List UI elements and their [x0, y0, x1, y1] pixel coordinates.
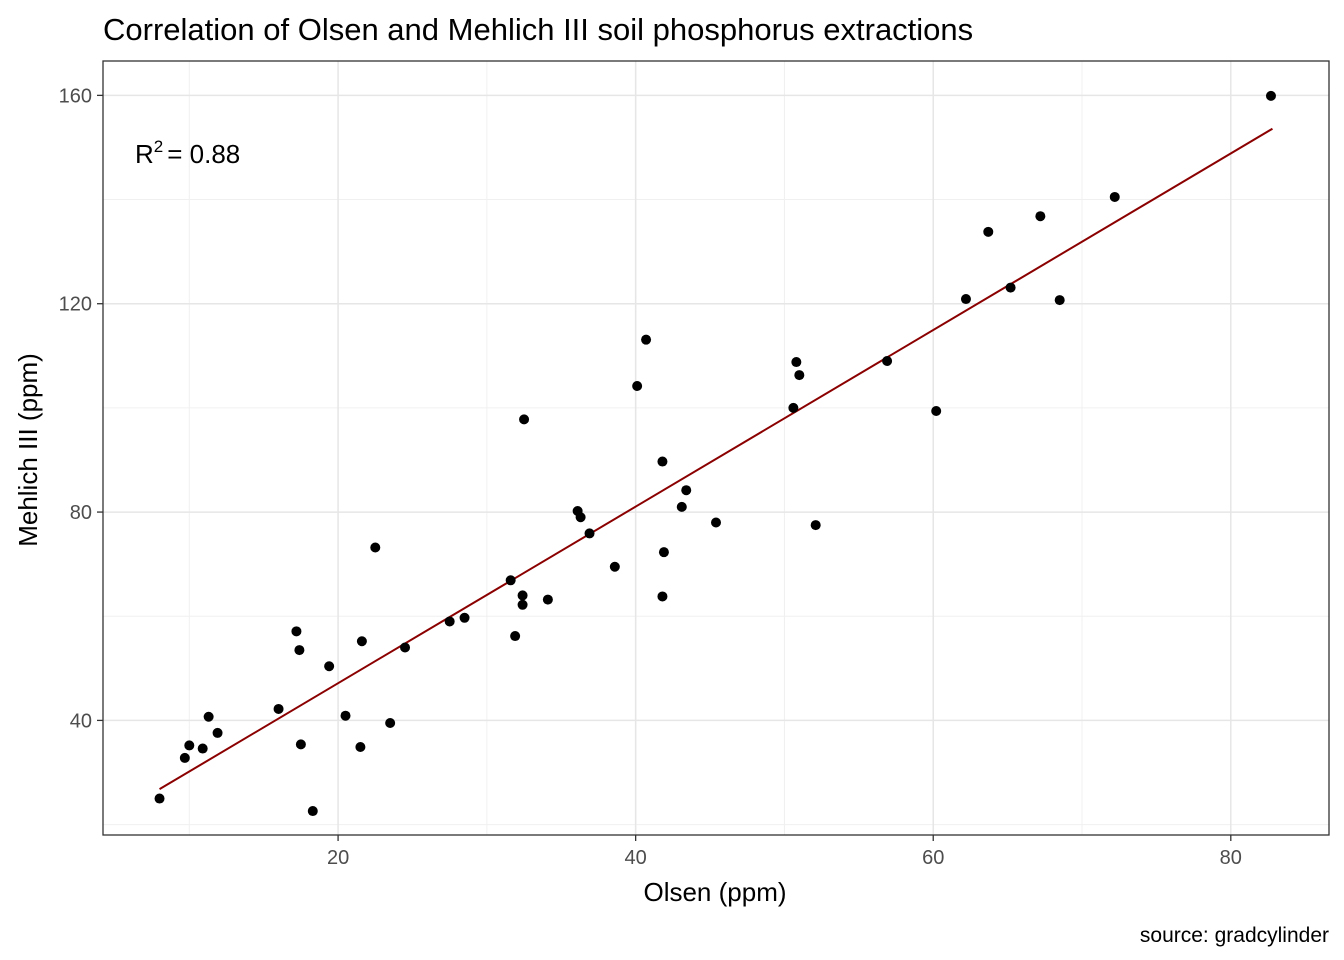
data-point: [517, 599, 528, 610]
data-point: [711, 517, 721, 528]
data-point: [960, 294, 971, 305]
data-point: [519, 414, 530, 425]
data-point: [1265, 90, 1276, 101]
data-point: [459, 612, 470, 623]
r-squared-superscript: 2: [154, 137, 163, 156]
data-point: [657, 591, 668, 602]
data-point: [632, 381, 643, 392]
data-point: [1035, 211, 1046, 222]
plot-panel-border: [102, 60, 1330, 836]
data-point: [400, 642, 411, 653]
data-points: [154, 90, 1276, 817]
data-point: [810, 520, 821, 531]
x-axis-title: Olsen (ppm): [643, 877, 786, 907]
data-point: [584, 528, 595, 539]
caption: source: gradcylinder: [1140, 924, 1329, 947]
data-point: [575, 512, 586, 523]
x-axis: 20 40 60 80: [327, 835, 1242, 869]
data-point: [1054, 295, 1065, 306]
data-point: [641, 334, 652, 345]
data-point: [294, 645, 305, 656]
y-tick-label: 120: [59, 294, 92, 316]
data-point: [203, 711, 214, 722]
y-tick-label: 80: [70, 502, 92, 524]
data-point: [931, 406, 942, 417]
data-point: [791, 357, 802, 368]
data-point: [1005, 282, 1016, 293]
data-point: [788, 402, 799, 413]
y-tick-label: 40: [70, 710, 92, 732]
data-point: [983, 226, 994, 237]
data-point: [517, 590, 528, 601]
data-point: [179, 752, 190, 763]
r-squared-value: = 0.88: [167, 139, 240, 169]
data-point: [212, 727, 223, 738]
r-squared-annotation: R2 = 0.88: [135, 137, 240, 169]
data-point: [676, 501, 687, 512]
regression-line: [159, 127, 1273, 791]
major-gridlines: [103, 61, 1329, 835]
x-tick-label: 40: [625, 847, 647, 869]
data-point: [658, 547, 669, 558]
data-point: [197, 743, 208, 754]
data-point: [882, 356, 893, 367]
minor-gridlines: [103, 61, 1329, 835]
data-point: [154, 793, 165, 804]
x-tick-label: 20: [327, 847, 349, 869]
data-point: [307, 806, 318, 817]
data-point: [510, 631, 521, 642]
y-axis-title: Mehlich III (ppm): [13, 353, 43, 547]
data-point: [542, 594, 553, 605]
data-point: [657, 456, 668, 467]
data-point: [385, 718, 396, 729]
data-point: [355, 741, 366, 752]
data-point: [1109, 191, 1120, 202]
r-squared-base: R: [135, 139, 154, 169]
y-axis: 40 80 120 160: [59, 85, 103, 732]
data-point: [291, 626, 302, 637]
data-point: [356, 636, 367, 647]
y-tick-label: 160: [59, 85, 92, 107]
data-point: [184, 740, 195, 751]
x-tick-label: 80: [1220, 847, 1242, 869]
chart-title: Correlation of Olsen and Mehlich III soi…: [103, 12, 973, 47]
data-point: [609, 561, 620, 572]
data-point: [794, 370, 805, 381]
x-tick-label: 60: [922, 847, 944, 869]
data-point: [295, 739, 306, 750]
data-point: [681, 485, 692, 496]
data-point: [505, 575, 516, 586]
data-point: [340, 710, 351, 721]
data-point: [273, 703, 284, 714]
data-point: [444, 616, 455, 627]
data-point: [370, 542, 381, 553]
data-point: [324, 661, 335, 672]
